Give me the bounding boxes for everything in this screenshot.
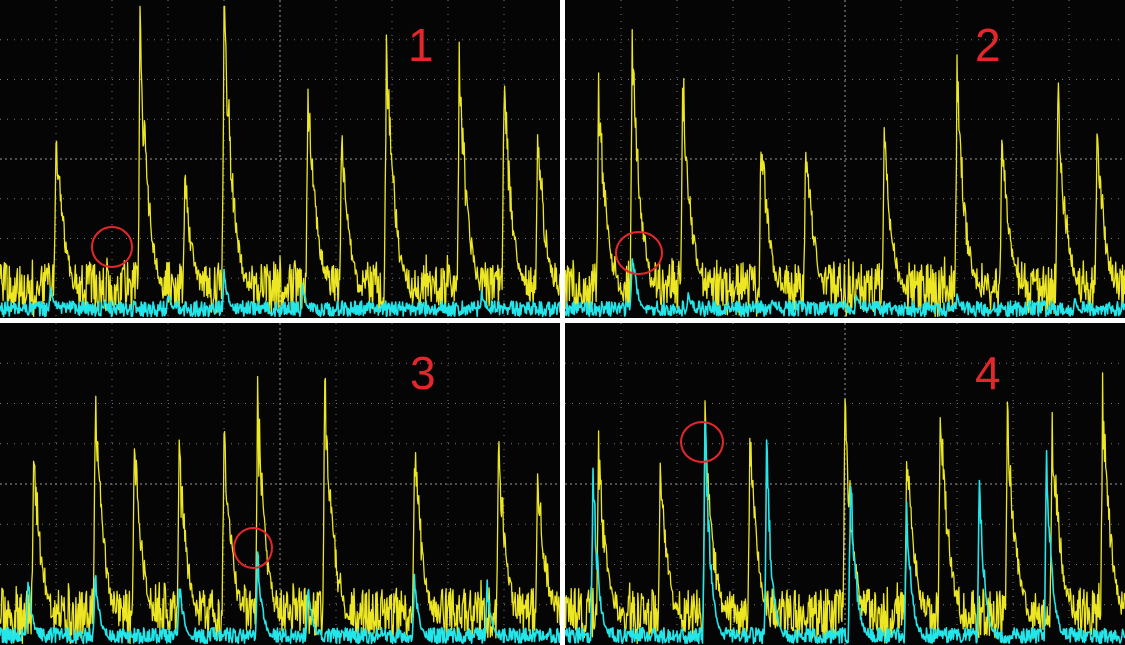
highlight-circle-1 — [91, 226, 133, 268]
yellow-trace-2 — [565, 28, 1125, 318]
scope-panel-4: 4 — [565, 323, 1125, 645]
cyan-trace-2 — [565, 258, 1125, 318]
cyan-trace-3 — [0, 551, 560, 645]
panel-label-3: 3 — [410, 347, 436, 399]
panel-label-4: 4 — [975, 347, 1001, 399]
highlight-circle-3 — [233, 527, 273, 569]
highlight-circle-2 — [615, 231, 663, 275]
scope-plot-1 — [0, 0, 560, 318]
panel-label-1: 1 — [408, 19, 434, 71]
yellow-trace-1 — [0, 5, 560, 318]
scope-panel-2: 2 — [565, 0, 1125, 318]
scope-plot-2 — [565, 0, 1125, 318]
yellow-trace-4 — [565, 372, 1125, 645]
scope-plot-3 — [0, 323, 560, 645]
highlight-circle-4 — [680, 421, 724, 463]
panel-label-2: 2 — [975, 19, 1001, 71]
scope-plot-4 — [565, 323, 1125, 645]
scope-grid-4 — [565, 323, 1125, 645]
scope-panel-3: 3 — [0, 323, 560, 645]
scope-panel-1: 1 — [0, 0, 560, 318]
cyan-trace-4 — [565, 420, 1125, 645]
cyan-trace-1 — [0, 268, 560, 318]
